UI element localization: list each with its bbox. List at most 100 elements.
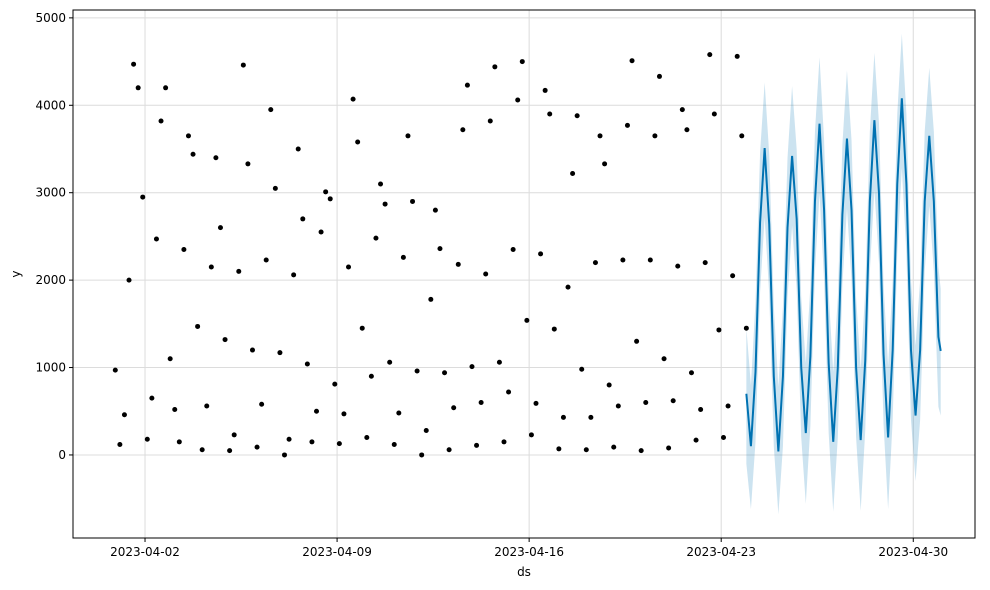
observed-point <box>666 445 672 451</box>
observed-point <box>391 441 397 447</box>
observed-point <box>181 247 187 253</box>
observed-point <box>538 251 544 257</box>
observed-point <box>350 96 356 102</box>
observed-point <box>368 373 374 379</box>
observed-point <box>455 261 461 267</box>
observed-point <box>112 367 118 373</box>
observed-point <box>515 97 521 103</box>
observed-point <box>702 260 708 266</box>
observed-point <box>725 403 731 409</box>
observed-point <box>336 441 342 447</box>
observed-point <box>661 356 667 362</box>
observed-point <box>410 198 416 204</box>
observed-point <box>304 361 310 367</box>
observed-point <box>423 427 429 433</box>
observed-point <box>222 337 228 343</box>
observed-point <box>469 364 475 370</box>
observed-point <box>734 53 740 59</box>
observed-point <box>451 405 457 411</box>
uncertainty-band <box>746 33 941 515</box>
observed-point <box>432 207 438 213</box>
observed-point <box>387 359 393 365</box>
observed-point <box>501 439 507 445</box>
observed-point <box>634 338 640 344</box>
observed-point <box>652 133 658 139</box>
observed-point <box>565 284 571 290</box>
observed-point <box>643 400 649 406</box>
observed-point <box>638 448 644 454</box>
observed-point <box>190 151 196 157</box>
observed-point <box>140 194 146 200</box>
x-tick-label: 2023-04-16 <box>494 545 564 559</box>
observed-point <box>281 452 287 458</box>
observed-point <box>158 118 164 124</box>
observed-point <box>227 448 233 454</box>
observed-point <box>428 296 434 302</box>
observed-point <box>560 414 566 420</box>
observed-point <box>185 133 191 139</box>
x-tick-label: 2023-04-02 <box>110 545 180 559</box>
observed-point <box>245 161 251 167</box>
observed-point <box>332 381 338 387</box>
observed-point <box>688 370 694 376</box>
observed-point <box>341 411 347 417</box>
observed-point <box>163 85 169 91</box>
observed-point <box>144 436 150 442</box>
observed-point <box>675 263 681 269</box>
observed-point <box>126 277 132 283</box>
observed-point <box>217 225 223 231</box>
observed-point <box>693 437 699 443</box>
x-tick-label: 2023-04-09 <box>302 545 372 559</box>
observed-point <box>506 389 512 395</box>
observed-point <box>519 59 525 65</box>
observed-point <box>309 439 315 445</box>
observed-point <box>570 170 576 176</box>
observed-point <box>323 189 329 195</box>
observed-point <box>236 268 242 274</box>
observed-point <box>716 327 722 333</box>
observed-point <box>195 323 201 329</box>
observed-point <box>615 403 621 409</box>
observed-point <box>711 111 717 117</box>
observed-point <box>318 229 324 235</box>
observed-point <box>327 196 333 202</box>
y-tick-label: 0 <box>58 448 66 462</box>
observed-point <box>556 446 562 452</box>
observed-point <box>597 133 603 139</box>
observed-point <box>204 403 210 409</box>
observed-point <box>254 444 260 450</box>
observed-point <box>231 432 237 438</box>
observed-point <box>533 400 539 406</box>
observed-point <box>364 434 370 440</box>
observed-point <box>542 87 548 93</box>
y-tick-label: 4000 <box>35 98 66 112</box>
plot-frame <box>72 9 976 539</box>
observed-point <box>355 139 361 145</box>
observed-point <box>373 235 379 241</box>
observed-point <box>656 73 662 79</box>
observed-point <box>446 447 452 453</box>
observed-point <box>117 441 123 447</box>
x-tick-label: 2023-04-23 <box>686 545 756 559</box>
observed-point <box>400 254 406 260</box>
observed-point <box>510 247 516 253</box>
observed-point <box>528 432 534 438</box>
observed-point <box>620 257 626 263</box>
observed-point <box>419 452 425 458</box>
observed-point <box>259 401 265 407</box>
observed-point <box>496 359 502 365</box>
observed-point <box>314 408 320 414</box>
observed-point <box>286 436 292 442</box>
observed-point <box>405 133 411 139</box>
observed-point <box>346 264 352 270</box>
y-tick-label: 3000 <box>35 186 66 200</box>
observed-point <box>131 61 137 67</box>
observed-point <box>551 326 557 332</box>
observed-point <box>739 133 745 139</box>
observed-point <box>730 273 736 279</box>
observed-point <box>743 325 749 331</box>
observed-point <box>208 264 214 270</box>
observed-point <box>592 260 598 266</box>
observed-point <box>268 107 274 113</box>
